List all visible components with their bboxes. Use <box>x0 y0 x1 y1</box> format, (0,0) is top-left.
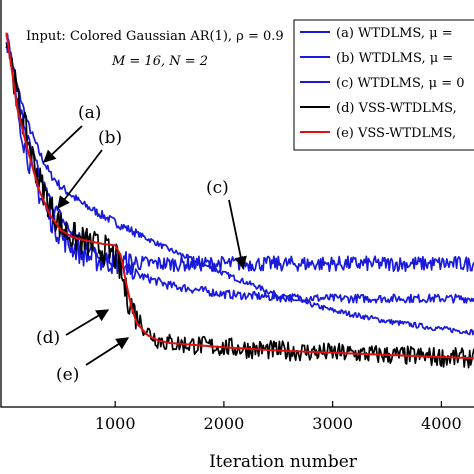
callout-label-b: (b) <box>98 128 122 148</box>
callout-label-a: (a) <box>78 103 101 123</box>
legend-entry-d: (d) VSS-WTDLMS, <box>336 101 457 116</box>
series-line-a <box>5 33 474 336</box>
legend-entry-b: (b) WTDLMS, μ = <box>336 51 453 66</box>
x-tick-label: 3000 <box>312 414 353 433</box>
callout-arrow-e <box>85 337 130 366</box>
annotation-input-line: Input: Colored Gaussian AR(1), ρ = 0.9 <box>26 29 284 44</box>
x-tick-label: 2000 <box>204 414 245 433</box>
x-tick-label: 4000 <box>421 414 462 433</box>
x-axis-label: Iteration number <box>209 452 358 472</box>
x-axis: 1000 2000 3000 4000 <box>95 401 462 433</box>
callout-label-d: (d) <box>36 328 60 348</box>
legend-box <box>293 19 474 151</box>
annotation-params-line: M = 16, N = 2 <box>111 54 208 69</box>
callout-arrow-d <box>65 309 110 336</box>
callout-label-e: (e) <box>56 365 79 385</box>
legend: (a) WTDLMS, μ = (b) WTDLMS, μ = (c) WTDL… <box>293 19 474 151</box>
legend-entry-c: (c) WTDLMS, μ = 0 <box>336 76 465 91</box>
legend-entry-a: (a) WTDLMS, μ = <box>336 26 453 41</box>
callout-label-c: (c) <box>206 178 229 198</box>
series-line-d <box>5 41 474 369</box>
callout-arrow-b <box>57 149 103 210</box>
callout-arrow-a <box>43 125 83 163</box>
legend-entry-e: (e) VSS-WTDLMS, <box>336 126 456 141</box>
x-tick-label: 1000 <box>95 414 136 433</box>
series-line-e <box>5 32 474 360</box>
callout-arrow-c <box>228 199 247 270</box>
curve-callouts: (a) (b) (c) (d) (e) <box>36 103 247 385</box>
